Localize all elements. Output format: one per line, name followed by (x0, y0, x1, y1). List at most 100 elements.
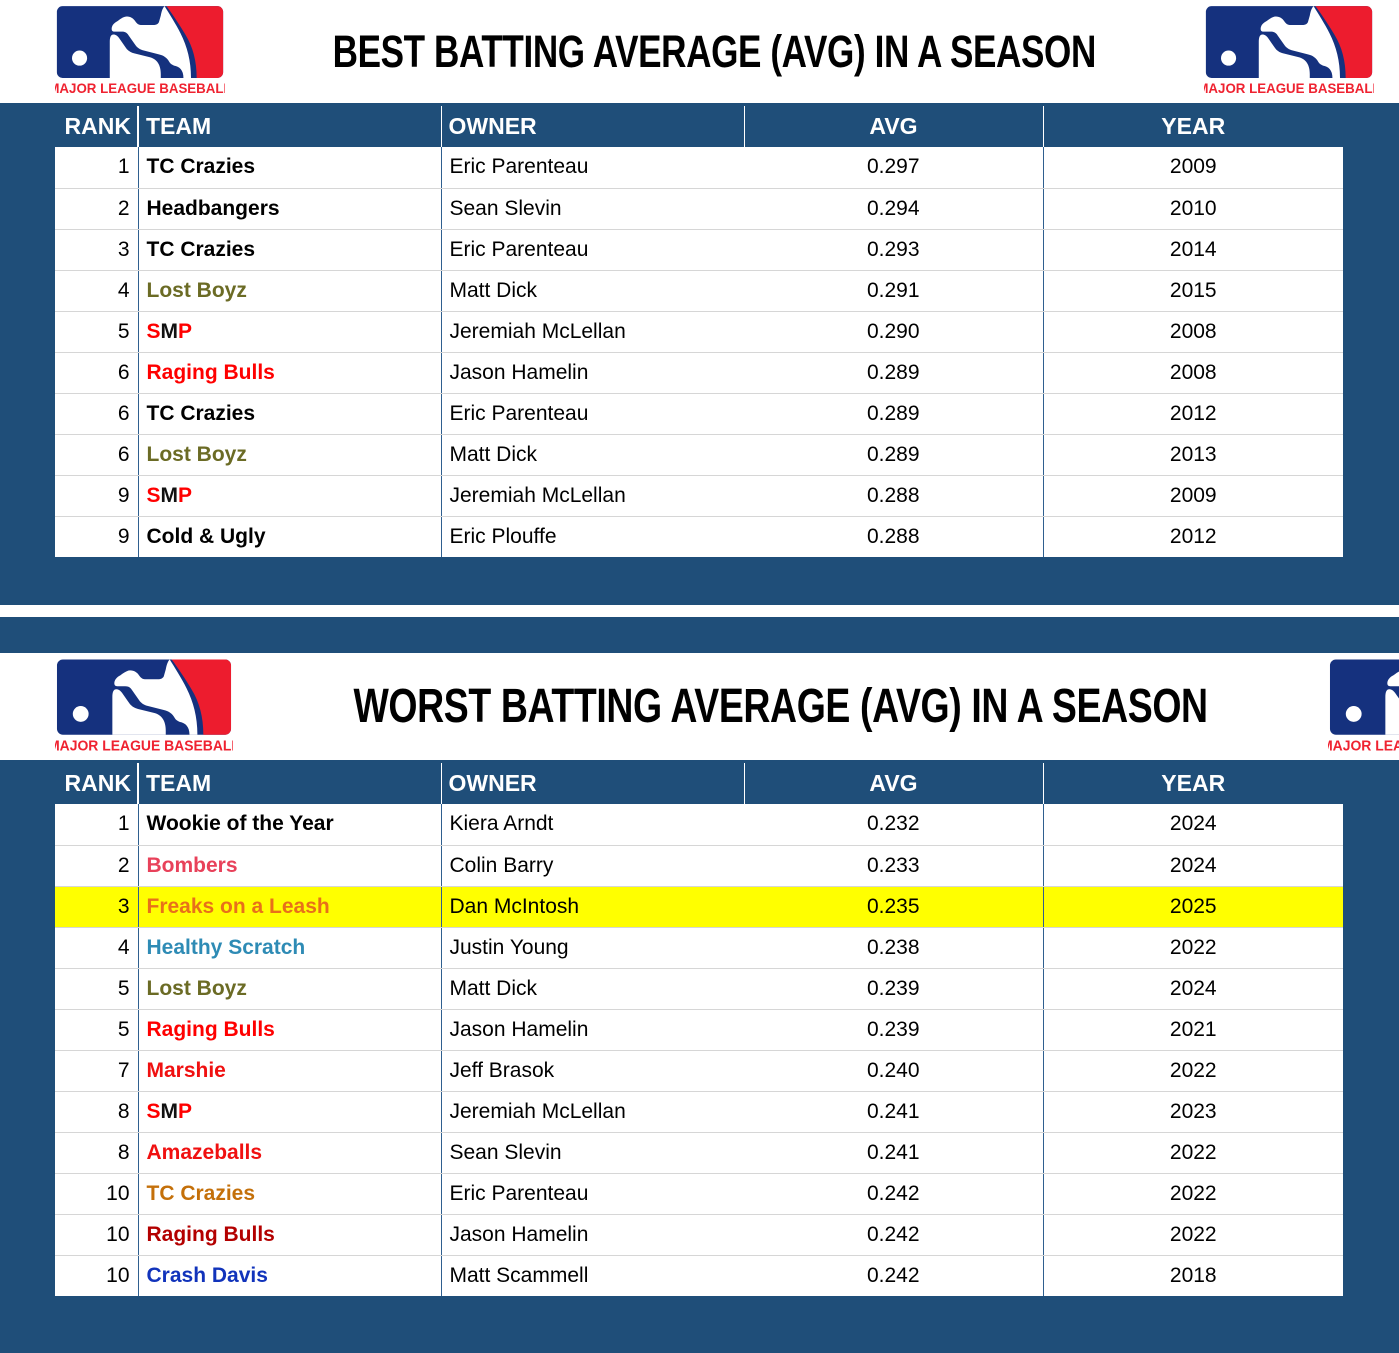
table-row: 10 Crash Davis Matt Scammell 0.242 2018 (55, 1255, 1343, 1296)
cell-team: Lost Boyz (138, 434, 442, 476)
cell-year: 2013 (1043, 434, 1343, 476)
cell-rank: 8 (55, 1132, 139, 1174)
cell-rank: 7 (55, 1050, 139, 1092)
table-body: 1 TC Crazies Eric Parenteau 0.297 2009 2 Headb… (55, 147, 1343, 557)
cell-owner: Eric Plouffe (441, 516, 744, 557)
cell-rank: 5 (55, 968, 139, 1010)
table-row: 5 Raging Bulls Jason Hamelin 0.239 2021 (55, 1009, 1343, 1051)
cell-year: 2024 (1043, 804, 1343, 846)
table-row: 7 Marshie Jeff Brasok 0.240 2022 (55, 1050, 1343, 1092)
svg-text:MAJOR LEAGUE BASEBALL: MAJOR LEAGUE BASEBALL (55, 738, 233, 754)
cell-team: Raging Bulls (138, 1009, 442, 1051)
table-row: 9 SMP Jeremiah McLellan 0.288 2009 (55, 475, 1343, 517)
cell-team: Crash Davis (138, 1255, 442, 1296)
cell-avg: 0.288 (744, 516, 1044, 557)
table-row: 3 TC Crazies Eric Parenteau 0.293 2014 (55, 229, 1343, 271)
cell-year: 2014 (1043, 229, 1343, 271)
cell-year: 2008 (1043, 311, 1343, 353)
cell-year: 2022 (1043, 1050, 1343, 1092)
cell-rank: 8 (55, 1091, 139, 1133)
cell-rank: 6 (55, 352, 139, 394)
column-header-avg: AVG (744, 106, 1044, 147)
cell-team: TC Crazies (138, 393, 442, 435)
cell-owner: Sean Slevin (441, 188, 744, 230)
title-band-worst: MAJOR LEAGUE BASEBALL WORST BATTING AVER… (0, 653, 1399, 760)
cell-team: Raging Bulls (138, 352, 442, 394)
cell-team: Healthy Scratch (138, 927, 442, 969)
cell-rank: 10 (55, 1173, 139, 1215)
cell-team: Wookie of the Year (138, 804, 442, 846)
column-header-owner: OWNER (441, 106, 745, 147)
title-band-best: MAJOR LEAGUE BASEBALL BEST BATTING AVERA… (0, 0, 1399, 103)
cell-year: 2012 (1043, 393, 1343, 435)
cell-owner: Eric Parenteau (441, 229, 744, 271)
table-row: 4 Lost Boyz Matt Dick 0.291 2015 (55, 270, 1343, 312)
cell-team: SMP (138, 311, 442, 353)
table-row: 9 Cold & Ugly Eric Plouffe 0.288 2012 (55, 516, 1343, 557)
cell-rank: 1 (55, 147, 139, 189)
column-header-team: TEAM (138, 106, 442, 147)
cell-team: TC Crazies (138, 147, 442, 189)
column-header-rank: RANK (55, 106, 139, 147)
mlb-logo: MAJOR LEAGUE BASEBALL (1204, 3, 1374, 100)
cell-owner: Colin Barry (441, 845, 744, 887)
cell-year: 2022 (1043, 1173, 1343, 1215)
table-row: 5 Lost Boyz Matt Dick 0.239 2024 (55, 968, 1343, 1010)
cell-year: 2022 (1043, 927, 1343, 969)
cell-owner: Sean Slevin (441, 1132, 744, 1174)
cell-avg: 0.288 (744, 475, 1044, 517)
cell-avg: 0.294 (744, 188, 1044, 230)
cell-team: TC Crazies (138, 1173, 442, 1215)
cell-team: Freaks on a Leash (138, 886, 442, 928)
column-header-rank: RANK (55, 763, 139, 804)
cell-rank: 4 (55, 270, 139, 312)
cell-avg: 0.293 (744, 229, 1044, 271)
table-row: 10 TC Crazies Eric Parenteau 0.242 2022 (55, 1173, 1343, 1215)
cell-year: 2012 (1043, 516, 1343, 557)
cell-owner: Matt Scammell (441, 1255, 744, 1296)
cell-year: 2010 (1043, 188, 1343, 230)
table-header: RANK TEAM OWNER AVG YEAR (55, 106, 1343, 147)
cell-year: 2025 (1043, 886, 1343, 928)
cell-rank: 9 (55, 475, 139, 517)
cell-avg: 0.235 (744, 886, 1044, 928)
cell-avg: 0.290 (744, 311, 1044, 353)
table-row: 5 SMP Jeremiah McLellan 0.290 2008 (55, 311, 1343, 353)
cell-rank: 1 (55, 804, 139, 846)
cell-team: Bombers (138, 845, 442, 887)
cell-avg: 0.242 (744, 1214, 1044, 1256)
table-row: 2 Headbangers Sean Slevin 0.294 2010 (55, 188, 1343, 230)
cell-avg: 0.289 (744, 393, 1044, 435)
cell-rank: 6 (55, 393, 139, 435)
column-header-avg: AVG (744, 763, 1044, 804)
cell-owner: Jeff Brasok (441, 1050, 744, 1092)
table-row: 10 Raging Bulls Jason Hamelin 0.242 2022 (55, 1214, 1343, 1256)
cell-owner: Kiera Arndt (441, 804, 744, 846)
cell-owner: Jason Hamelin (441, 352, 744, 394)
mlb-logo: MAJOR LEAGUE BASEBALL (55, 657, 233, 757)
svg-text:MAJOR LEAGUE BASEBALL: MAJOR LEAGUE BASEBALL (55, 81, 225, 96)
cell-owner: Jeremiah McLellan (441, 1091, 744, 1133)
table-header: RANK TEAM OWNER AVG YEAR (55, 763, 1343, 804)
cell-avg: 0.297 (744, 147, 1044, 189)
cell-team: Lost Boyz (138, 270, 442, 312)
cell-owner: Eric Parenteau (441, 147, 744, 189)
cell-rank: 5 (55, 1009, 139, 1051)
cell-team: Marshie (138, 1050, 442, 1092)
mlb-logo: MAJOR LEAGUE BASEBALL (1328, 657, 1399, 757)
cell-team: Amazeballs (138, 1132, 442, 1174)
table-row: 3 Freaks on a Leash Dan McIntosh 0.235 2025 (55, 886, 1343, 928)
cell-rank: 2 (55, 188, 139, 230)
cell-team: Cold & Ugly (138, 516, 442, 557)
table-row: 4 Healthy Scratch Justin Young 0.238 2022 (55, 927, 1343, 969)
cell-avg: 0.238 (744, 927, 1044, 969)
table-row: 1 TC Crazies Eric Parenteau 0.297 2009 (55, 147, 1343, 189)
column-header-owner: OWNER (441, 763, 745, 804)
cell-team: TC Crazies (138, 229, 442, 271)
cell-year: 2024 (1043, 968, 1343, 1010)
table-body: 1 Wookie of the Year Kiera Arndt 0.232 2024 2… (55, 804, 1343, 1296)
cell-owner: Justin Young (441, 927, 744, 969)
cell-rank: 3 (55, 229, 139, 271)
column-header-year: YEAR (1043, 763, 1343, 804)
